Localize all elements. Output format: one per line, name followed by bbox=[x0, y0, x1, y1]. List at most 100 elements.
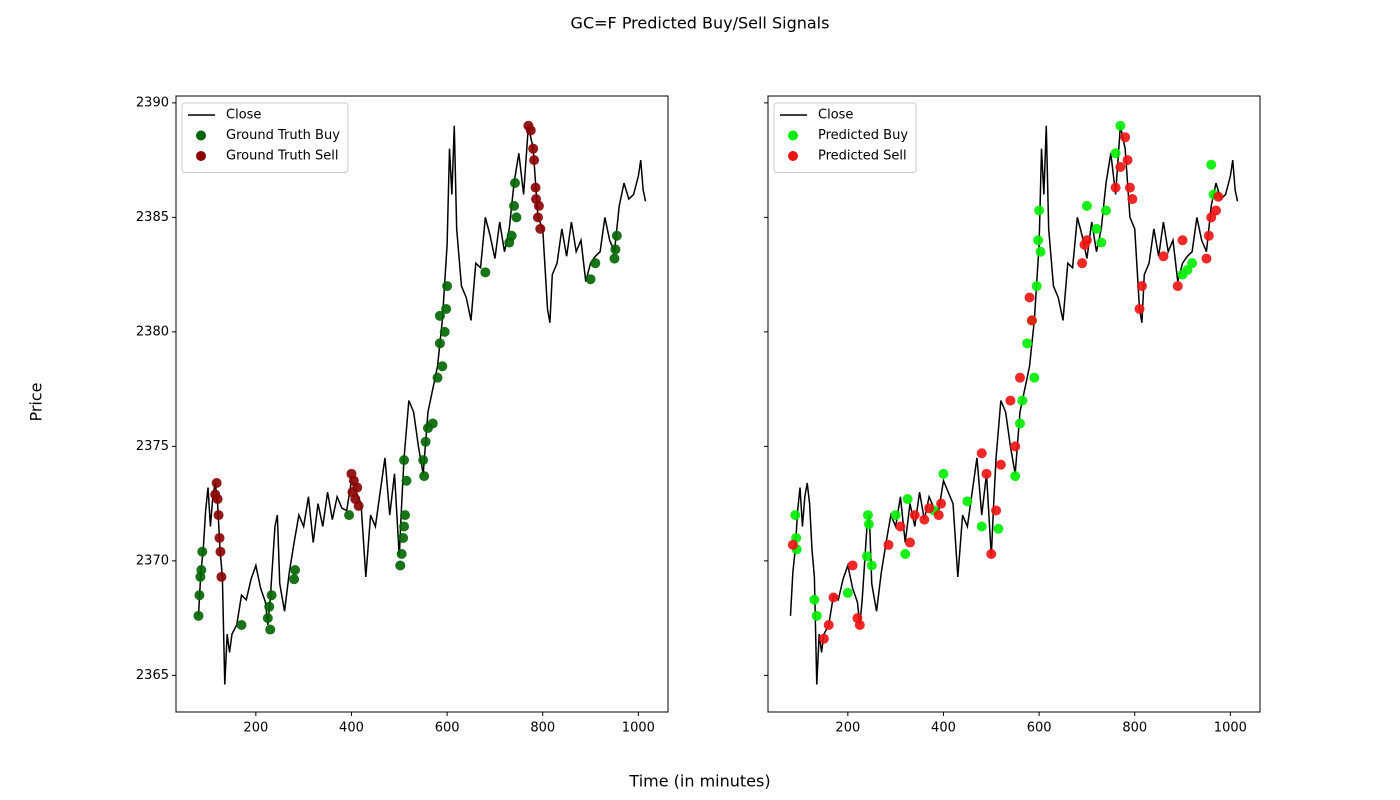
signal-point bbox=[290, 565, 301, 576]
y-axis-label: Price bbox=[27, 382, 46, 421]
signal-point bbox=[1110, 148, 1121, 159]
signal-point bbox=[266, 590, 277, 601]
signal-point bbox=[976, 521, 987, 532]
y-tick-label: 2390 bbox=[136, 95, 169, 110]
signal-point bbox=[991, 505, 1002, 516]
x-tick-label: 1000 bbox=[1214, 721, 1247, 736]
signal-point bbox=[196, 565, 207, 576]
signal-point bbox=[1172, 281, 1183, 292]
signal-point bbox=[610, 244, 621, 255]
signal-point bbox=[214, 532, 225, 543]
signal-point bbox=[883, 539, 894, 550]
signal-point bbox=[442, 281, 453, 292]
legend-box bbox=[773, 102, 917, 173]
signal-point bbox=[1120, 132, 1131, 143]
legend-box bbox=[181, 102, 349, 173]
signal-point bbox=[1127, 194, 1138, 205]
signal-point bbox=[1024, 292, 1035, 303]
x-tick-label: 400 bbox=[339, 721, 364, 736]
legend-label: Ground Truth Sell bbox=[226, 149, 339, 164]
signal-point bbox=[533, 200, 544, 211]
signal-point bbox=[962, 496, 973, 507]
signal-point bbox=[216, 571, 227, 582]
x-tick-label: 1000 bbox=[622, 721, 655, 736]
y-tick-label: 2385 bbox=[136, 210, 169, 225]
signal-point bbox=[1213, 191, 1224, 202]
signal-point bbox=[1022, 338, 1033, 349]
signal-point bbox=[193, 610, 204, 621]
signal-point bbox=[1017, 395, 1028, 406]
signal-point bbox=[585, 274, 596, 285]
signal-point bbox=[215, 546, 226, 557]
signal-point bbox=[924, 503, 935, 514]
signal-point bbox=[197, 546, 208, 557]
signal-point bbox=[818, 633, 829, 644]
signal-point bbox=[480, 267, 491, 278]
signal-point bbox=[936, 498, 947, 509]
signal-point bbox=[427, 418, 438, 429]
signal-point bbox=[1134, 303, 1145, 314]
signal-point bbox=[986, 548, 997, 559]
signal-point bbox=[909, 510, 920, 521]
signal-point bbox=[396, 548, 407, 559]
signal-point bbox=[809, 594, 820, 605]
x-tick-label: 200 bbox=[243, 721, 268, 736]
signal-point bbox=[434, 310, 445, 321]
signal-point bbox=[847, 560, 858, 571]
signal-point bbox=[399, 455, 410, 466]
signal-point bbox=[590, 258, 601, 269]
signal-point bbox=[1122, 155, 1133, 166]
signal-point bbox=[611, 230, 622, 241]
signal-point bbox=[900, 548, 911, 559]
signal-point bbox=[811, 610, 822, 621]
close-line bbox=[789, 125, 1239, 685]
y-tick-label: 2370 bbox=[136, 553, 169, 568]
signal-point bbox=[194, 590, 205, 601]
signal-point bbox=[532, 212, 543, 223]
signal-point bbox=[213, 510, 224, 521]
signal-point bbox=[353, 500, 364, 511]
signal-point bbox=[509, 178, 520, 189]
signal-point bbox=[854, 619, 865, 630]
legend-label: Close bbox=[226, 108, 261, 123]
signal-point bbox=[609, 253, 620, 264]
signal-point bbox=[828, 592, 839, 603]
signal-point bbox=[1096, 237, 1107, 248]
signal-point bbox=[264, 601, 275, 612]
signal-point bbox=[823, 619, 834, 630]
y-tick-label: 2380 bbox=[136, 324, 169, 339]
figure-title: GC=F Predicted Buy/Sell Signals bbox=[571, 14, 830, 33]
signal-point bbox=[1014, 372, 1025, 383]
signal-point bbox=[434, 338, 445, 349]
signal-point bbox=[400, 510, 411, 521]
signal-point bbox=[1014, 418, 1025, 429]
signal-point bbox=[401, 475, 412, 486]
x-axis-label: Time (in minutes) bbox=[628, 772, 770, 791]
signal-point bbox=[441, 303, 452, 314]
legend-marker bbox=[788, 151, 798, 161]
signal-point bbox=[1005, 395, 1016, 406]
legend-label: Predicted Buy bbox=[818, 128, 908, 143]
signal-point bbox=[1187, 258, 1198, 269]
x-tick-label: 800 bbox=[1122, 721, 1147, 736]
signal-point bbox=[933, 510, 944, 521]
signal-point bbox=[432, 372, 443, 383]
legend-marker bbox=[788, 130, 798, 141]
signal-point bbox=[1010, 441, 1021, 452]
signal-point bbox=[420, 436, 431, 447]
signal-point bbox=[344, 510, 355, 521]
signal-point bbox=[890, 510, 901, 521]
plot-area bbox=[767, 95, 1261, 713]
signal-point bbox=[1081, 200, 1092, 211]
signal-point bbox=[419, 471, 430, 482]
signal-point bbox=[787, 539, 798, 550]
legend-marker bbox=[196, 130, 206, 141]
signal-point bbox=[905, 537, 916, 548]
signal-point bbox=[530, 182, 541, 193]
y-tick-label: 2375 bbox=[136, 439, 169, 454]
signal-point bbox=[1077, 258, 1088, 269]
legend-label: Ground Truth Buy bbox=[226, 128, 340, 143]
signal-point bbox=[863, 519, 874, 530]
signal-point bbox=[790, 510, 801, 521]
